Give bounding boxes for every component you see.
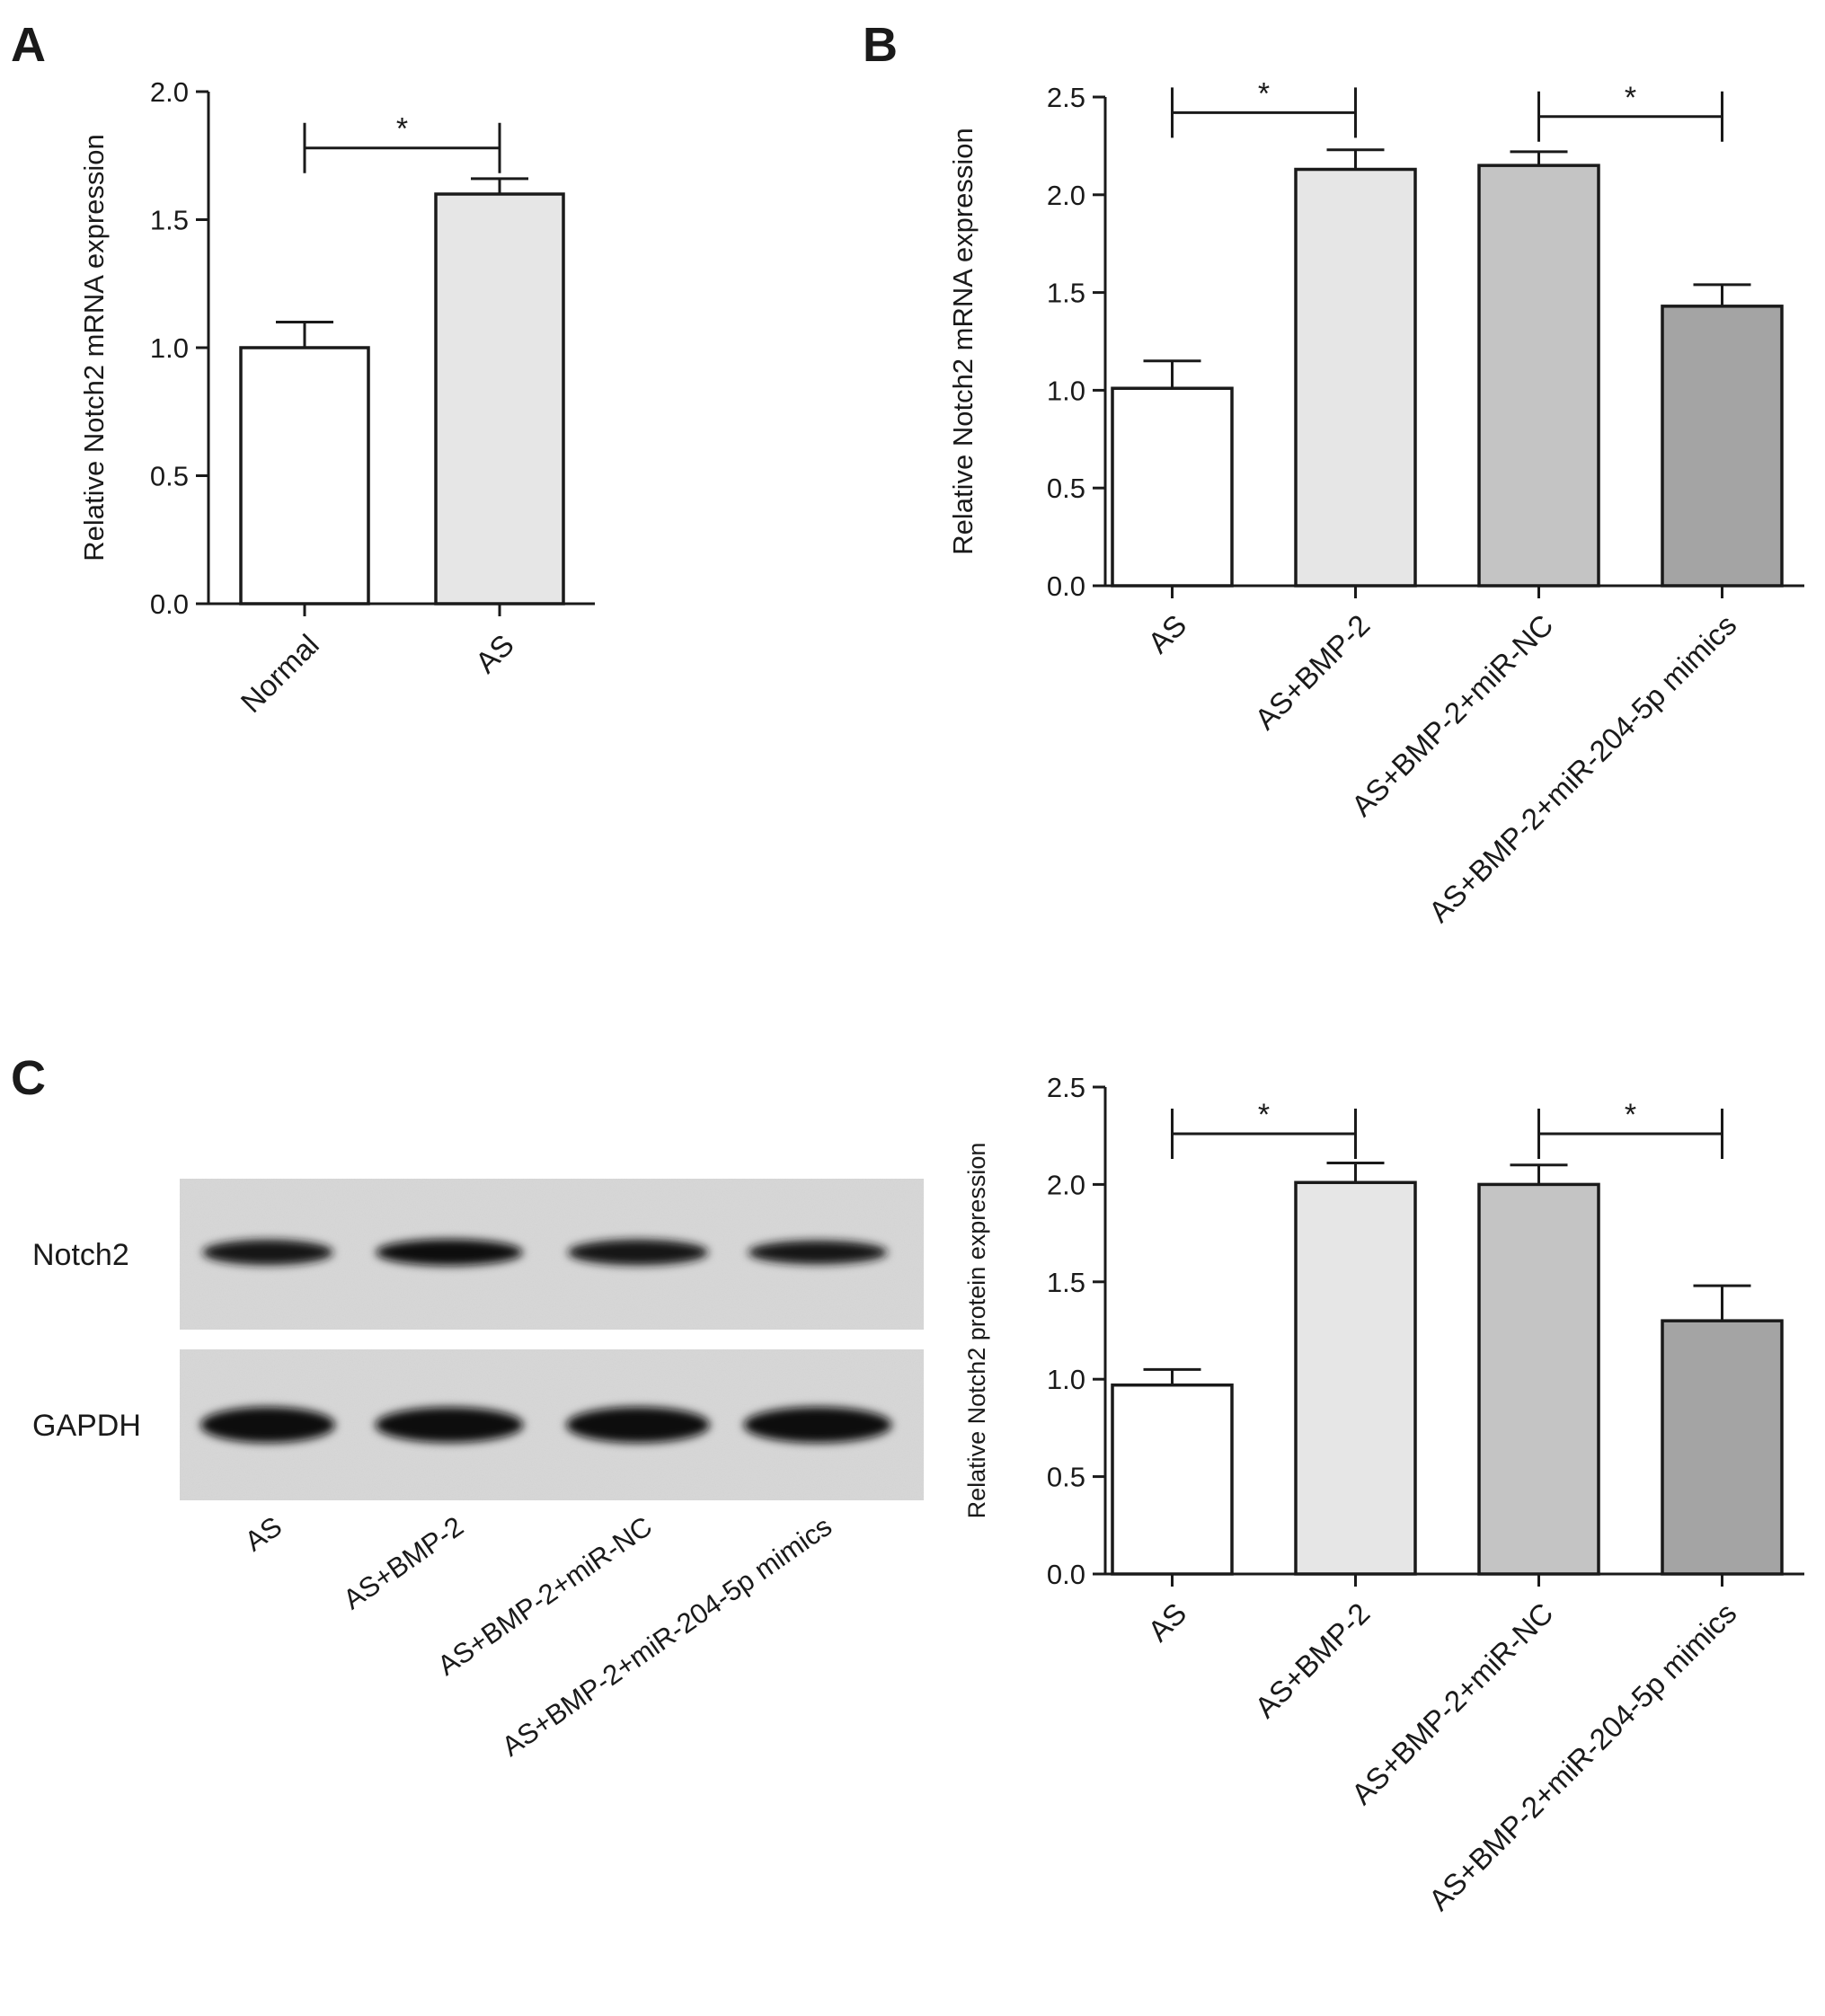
blot-band [376, 1239, 523, 1266]
bar [1294, 1180, 1417, 1576]
y-tick-label: 1.0 [1047, 375, 1085, 406]
blot-band [743, 1407, 892, 1443]
x-tick-label: AS [1141, 1596, 1192, 1648]
bar [239, 346, 370, 606]
y-tick-label: 2.5 [1047, 1072, 1085, 1103]
bar [1661, 1319, 1784, 1576]
x-tick-label: Normal [235, 628, 325, 719]
x-tick-label: AS+BMP-2+miR-NC [1345, 1596, 1560, 1811]
y-tick-label: 0.0 [1047, 1559, 1085, 1590]
significance-bracket [1171, 1109, 1357, 1160]
x-tick-label: AS [469, 628, 520, 679]
x-tick-label: AS+BMP-2+miR-204-5p mimics [1422, 1596, 1743, 1917]
bar [1294, 167, 1417, 588]
y-axis-label: Relative Notch2 mRNA expression [78, 134, 110, 561]
y-tick-label: 2.0 [150, 76, 189, 108]
chart-b: 0.0 0.5 1.0 1.5 2.0 2.5 Relative Notch2 mRNA e… [947, 76, 1804, 929]
blot-row-label: Notch2 [32, 1238, 129, 1272]
y-tick-label: 2.0 [1047, 180, 1085, 211]
x-tick-label: AS+BMP-2+miR-204-5p mimics [1422, 608, 1743, 929]
x-tick-label: AS [1141, 608, 1192, 659]
y-tick-label: 0.5 [1047, 473, 1085, 504]
y-tick-label: 0.5 [150, 461, 189, 492]
y-axis-label: Relative Notch2 protein expression [963, 1143, 990, 1519]
panel-label-c: C [11, 1051, 46, 1105]
blot-band [375, 1407, 524, 1443]
significance-bracket [1537, 91, 1723, 142]
y-axis-label: Relative Notch2 mRNA expression [947, 128, 979, 555]
bar [1477, 164, 1600, 588]
panel-label-a: A [11, 18, 46, 72]
blot-lane-label: AS+BMP-2+miR-204-5p mimics [496, 1510, 837, 1763]
significance-star: * [1625, 1098, 1636, 1132]
panel-label-b: B [863, 18, 898, 72]
bar [434, 192, 565, 606]
y-tick-label: 1.5 [150, 205, 189, 236]
significance-bracket [1171, 87, 1357, 138]
chart-c: 0.0 0.5 1.0 1.5 2.0 2.5 Relative Notch2 protei… [963, 1072, 1804, 1917]
y-tick-label: 0.0 [150, 588, 189, 620]
x-tick-label: AS+BMP-2 [1248, 1596, 1376, 1724]
y-tick-label: 1.5 [1047, 1267, 1085, 1298]
blot-band [567, 1239, 709, 1266]
bar [1661, 305, 1784, 588]
chart-a: 0.0 0.5 1.0 1.5 2.0 Relative Notch2 mRNA expr… [78, 76, 595, 719]
significance-star: * [1625, 81, 1636, 115]
y-tick-label: 1.5 [1047, 278, 1085, 309]
x-tick-label: AS+BMP-2 [1248, 608, 1376, 736]
blot-lane-label: AS [239, 1510, 288, 1557]
significance-bracket [1537, 1109, 1723, 1160]
bar [1111, 1383, 1234, 1576]
bar [1477, 1182, 1600, 1576]
blot-band [200, 1407, 335, 1443]
significance-star: * [1258, 1098, 1270, 1132]
bar [1111, 386, 1234, 588]
blot-row-label: GAPDH [32, 1409, 141, 1443]
significance-star: * [396, 112, 408, 146]
y-tick-label: 1.0 [150, 332, 189, 364]
y-tick-label: 2.0 [1047, 1169, 1085, 1200]
blot-lane-label: AS+BMP-2 [338, 1510, 469, 1615]
blot-band [566, 1407, 710, 1443]
significance-star: * [1258, 76, 1270, 111]
y-tick-label: 0.5 [1047, 1462, 1085, 1493]
blot-band [748, 1240, 888, 1265]
y-tick-label: 2.5 [1047, 82, 1085, 113]
y-tick-label: 0.0 [1047, 570, 1085, 602]
y-tick-label: 1.0 [1047, 1364, 1085, 1395]
blot-band [202, 1239, 333, 1266]
significance-bracket [303, 122, 501, 173]
x-tick-label: AS+BMP-2+miR-NC [1345, 608, 1560, 823]
